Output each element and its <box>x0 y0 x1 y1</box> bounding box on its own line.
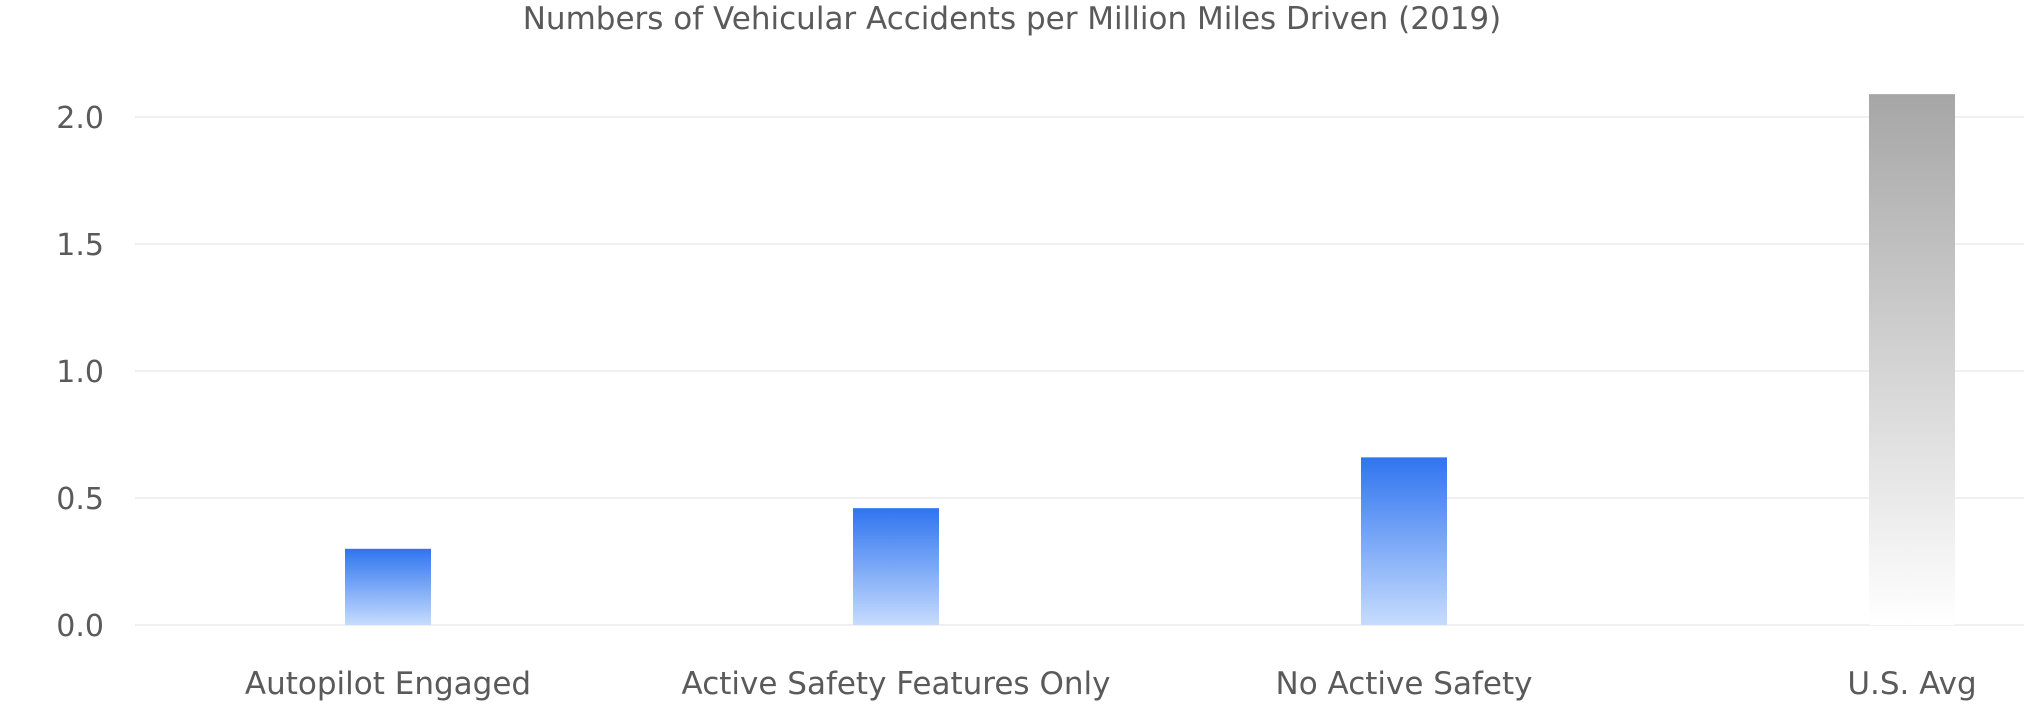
x-tick-label: Active Safety Features Only <box>682 666 1111 702</box>
bar-active-safety-features-only <box>853 508 939 625</box>
bar-autopilot-engaged <box>345 548 431 625</box>
bars <box>345 94 1955 625</box>
gridlines <box>135 116 2024 626</box>
y-tick-label: 1.5 <box>56 228 104 263</box>
x-tick-label: U.S. Avg <box>1847 666 1976 702</box>
x-tick-label: Autopilot Engaged <box>245 666 531 702</box>
bar-u-s-avg <box>1869 94 1955 625</box>
y-tick-label: 0.0 <box>56 609 104 644</box>
y-tick-label: 0.5 <box>56 482 104 517</box>
bar-no-active-safety <box>1361 457 1447 625</box>
x-tick-label: No Active Safety <box>1276 666 1533 702</box>
y-tick-label: 1.0 <box>56 355 104 390</box>
y-tick-label: 2.0 <box>56 101 104 136</box>
chart-title: Numbers of Vehicular Accidents per Milli… <box>522 1 1502 37</box>
y-axis-tick-labels: 0.0 0.5 1.0 1.5 2.0 <box>56 101 104 644</box>
x-axis-tick-labels: Autopilot Engaged Active Safety Features … <box>245 666 1977 702</box>
